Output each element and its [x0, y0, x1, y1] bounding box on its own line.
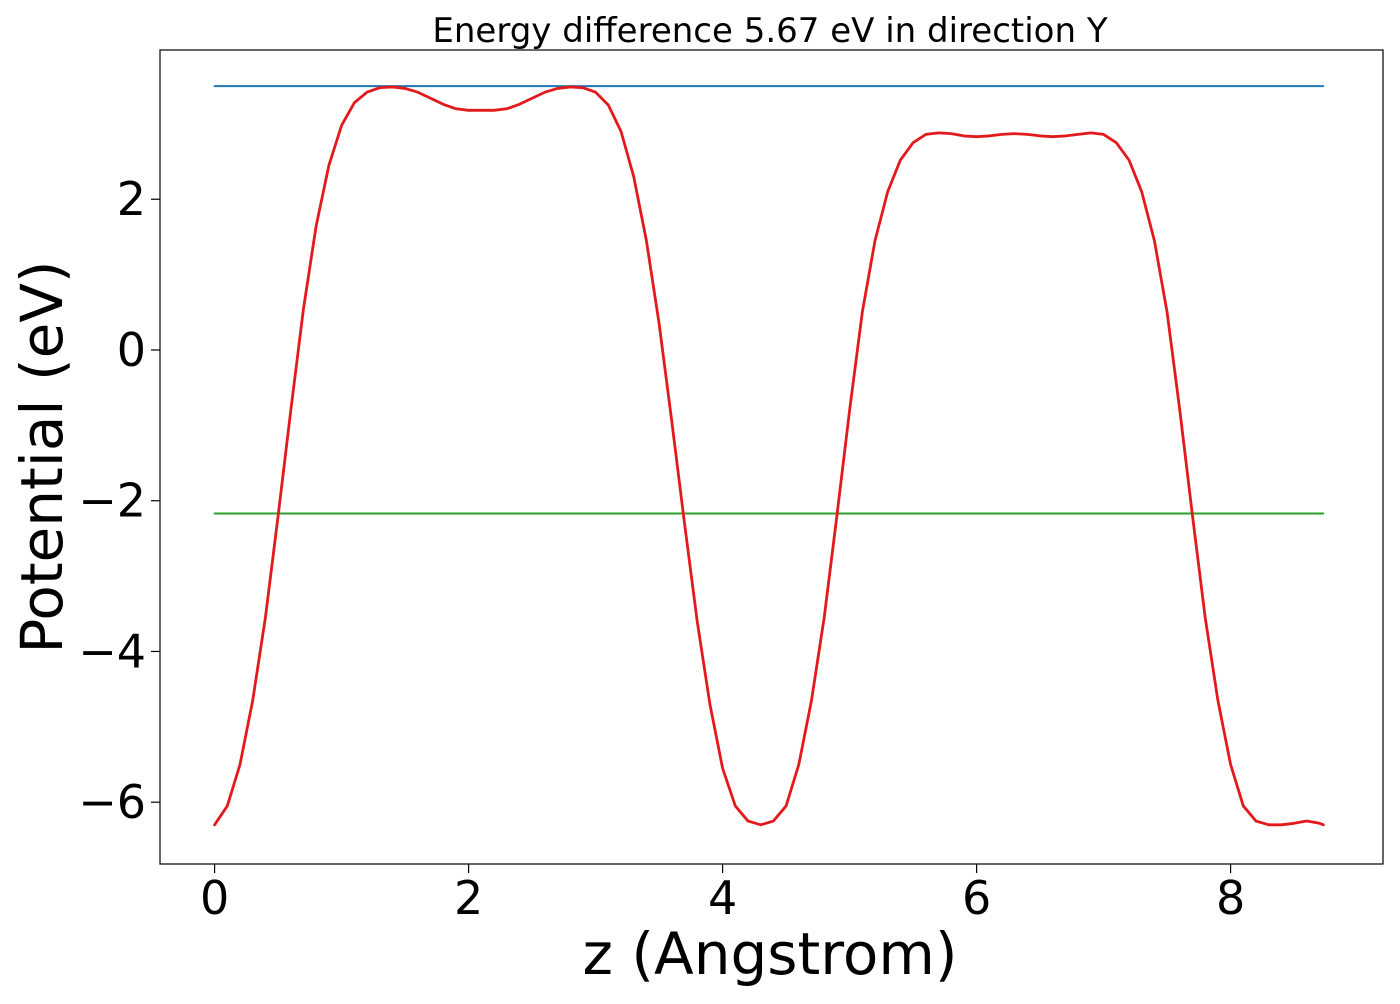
x-tick-label: 6: [962, 871, 991, 925]
x-axis-ticks: 0 2 4 6 8: [200, 864, 1245, 925]
y-tick-label: 2: [117, 172, 146, 226]
y-tick-label: 0: [117, 323, 146, 377]
x-tick-label: 2: [454, 871, 483, 925]
series-layer: [213, 85, 1325, 827]
y-axis-ticks: 2 0 −2 −4 −6: [78, 172, 160, 829]
y-tick-label: −4: [78, 624, 146, 678]
y-tick-label: −6: [78, 775, 146, 829]
y-tick-label: −2: [78, 474, 146, 528]
y-axis-label: Potential (eV): [8, 260, 76, 653]
x-tick-label: 8: [1216, 871, 1245, 925]
plot-area-frame: [159, 49, 1384, 865]
x-tick-label: 0: [200, 871, 229, 925]
chart-title: Energy difference 5.67 eV in direction Y: [432, 11, 1107, 51]
x-tick-label: 4: [708, 871, 737, 925]
x-axis-label: z (Angstrom): [583, 920, 958, 988]
series-line-2: [213, 85, 1325, 827]
